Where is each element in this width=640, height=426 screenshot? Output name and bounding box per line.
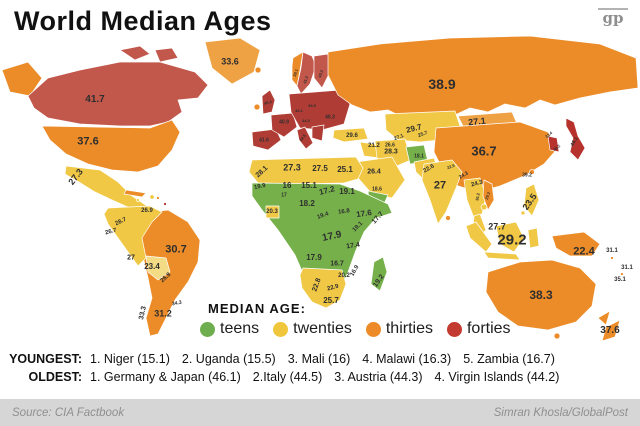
rank-entry: 2. Uganda (15.5) [181,352,276,366]
rank-entry: 5. Zambia (16.7) [463,352,555,366]
thirties-color-dot [365,321,381,337]
rank-entry: 3. Mali (16) [287,352,351,366]
rank-entry: 1. Germany & Japan (46.1) [90,370,241,384]
legend-items: teens twenties thirties forties [200,320,511,338]
region-andean-countries [103,205,163,267]
rank-entry: 3. Austria (44.3) [334,370,423,384]
footer-bar: Source: CIA Factbook Simran Khosla/Globa… [0,399,640,426]
teens-color-dot [200,321,215,337]
region-vietnam [482,179,495,211]
region-arctic-islands [119,45,151,61]
region-new-zealand [597,310,611,326]
region-southern-africa [299,267,347,309]
legend-item-label: teens [220,320,260,337]
region-russia [327,35,639,119]
forties-color-dot [446,321,462,337]
region-sulawesi [527,227,540,249]
region-sri-lanka [445,215,451,221]
rank-entry: 2.Italy (44.5) [252,370,323,384]
twenties-color-dot [273,321,289,337]
region-borneo [495,221,525,253]
region-greenland [204,37,261,85]
source-credit: Source: CIA Factbook [12,406,125,419]
globalpost-logo: gp [598,8,628,27]
region-taiwan [529,169,535,175]
region-india [421,159,463,225]
region-uk [261,89,276,115]
legend-item-forties: forties [446,320,511,338]
region-hispaniola [149,194,155,200]
oldest-row: OLDEST: 1. Germany & Japan (46.1) 2.Italy… [0,370,600,384]
legend-item-twenties: twenties [273,320,352,338]
region-arctic-islands [154,47,179,63]
rank-entry: 4. Virgin Islands (44.2) [434,370,560,384]
legend: MEDIAN AGE: teens twenties thirties forties [200,301,511,338]
author-credit: Simran Khosla/GlobalPost [493,406,628,419]
region-korea [547,135,560,153]
region-balkans [311,124,325,142]
region-tasmania [553,332,561,340]
page-title: World Median Ages [14,6,272,36]
region-canada [27,61,209,127]
legend-item-label: forties [466,320,511,337]
region-sumatra [465,221,493,253]
region-caribbean-island [163,202,167,206]
youngest-row: YOUNGEST: 1. Niger (15.1) 2. Uganda (15.5… [0,352,600,366]
region-myanmar-thailand [463,177,487,219]
region-alaska [1,61,43,97]
region-new-guinea [551,231,601,257]
region-australia [485,259,597,331]
region-madagascar [370,256,388,292]
rankings: YOUNGEST: 1. Niger (15.1) 2. Uganda (15.5… [0,352,600,388]
region-philippines [523,183,540,217]
region-new-zealand [601,319,621,342]
region-java [483,251,521,261]
legend-item-label: thirties [385,320,433,337]
region-north-africa [248,156,364,185]
region-philippines-island [520,210,526,216]
region-cuba [123,189,147,198]
region-pacific-island [620,272,624,276]
region-ghana [265,205,280,219]
legend-title: MEDIAN AGE: [208,301,306,316]
region-iceland [254,66,262,74]
region-ireland [253,103,261,111]
legend-item-thirties: thirties [365,320,433,338]
legend-item-teens: teens [200,320,259,338]
region-bolivia [145,255,171,281]
rank-entry: 4. Malawi (16.3) [362,352,452,366]
youngest-label: YOUNGEST: [9,352,82,366]
region-jamaica [136,198,140,202]
region-france [270,112,298,138]
region-sweden [296,51,317,95]
globalpost-logo-text: gp [602,9,624,27]
oldest-label: OLDEST: [28,370,82,384]
legend-item-label: twenties [293,320,352,337]
region-cambodia [480,203,488,211]
region-usa [41,119,181,173]
region-turkey [332,127,369,143]
region-caribbean-island [156,196,160,200]
region-pacific-island [610,256,614,260]
rank-entry: 1. Niger (15.1) [90,352,170,366]
region-finland [313,53,331,89]
region-italy [296,126,314,150]
region-japan [565,117,586,161]
